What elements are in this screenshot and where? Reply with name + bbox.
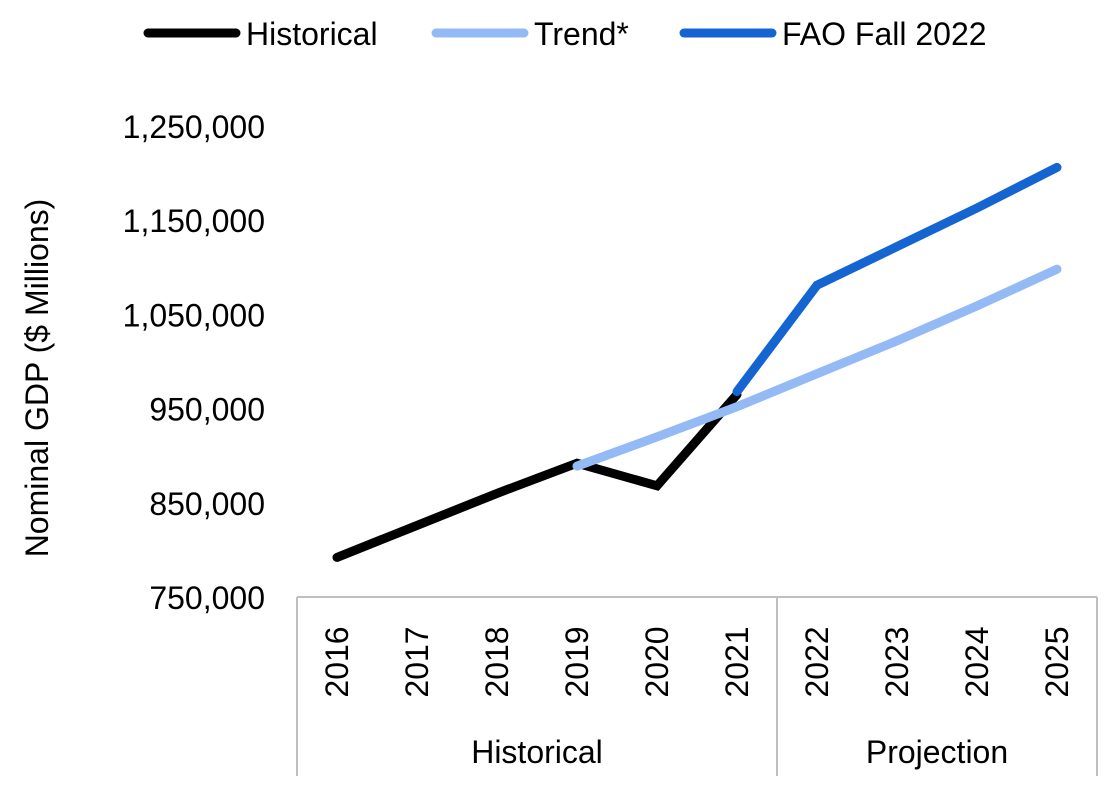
x-tick-label: 2018 (479, 626, 515, 697)
x-tick-label: 2022 (799, 626, 835, 697)
x-tick-label: 2024 (959, 626, 995, 697)
series-line (732, 162, 1062, 397)
series-lines (332, 162, 1062, 562)
x-tick-label: 2020 (639, 626, 675, 697)
series-line (572, 264, 1062, 471)
legend-label: FAO Fall 2022 (782, 16, 987, 52)
group-label: Historical (471, 734, 603, 770)
x-tick-label: 2023 (879, 626, 915, 697)
legend: Historical Trend* FAO Fall 2022 (143, 16, 987, 52)
y-tick-label: 950,000 (149, 392, 265, 428)
x-tick-label: 2017 (399, 626, 435, 697)
x-tick-label: 2019 (559, 626, 595, 697)
series-line (332, 390, 742, 562)
y-axis-ticks: 750,000 850,000 950,000 1,050,000 1,150,000 1… (123, 109, 265, 616)
group-label: Projection (866, 734, 1008, 770)
x-tick-label: 2021 (719, 626, 755, 697)
y-tick-label: 1,050,000 (123, 297, 265, 333)
y-tick-label: 1,250,000 (123, 109, 265, 145)
y-tick-label: 1,150,000 (123, 203, 265, 239)
legend-label: Historical (246, 16, 378, 52)
category-axis: 2016 2017 2018 2019 2020 2021 2022 2023 2024 2025… (296, 596, 1098, 776)
x-tick-label: 2025 (1039, 626, 1075, 697)
x-tick-label: 2016 (319, 626, 355, 697)
legend-label: Trend* (534, 16, 629, 52)
y-axis-label: Nominal GDP ($ Millions) (19, 199, 55, 558)
y-tick-label: 750,000 (149, 580, 265, 616)
y-tick-label: 850,000 (149, 486, 265, 522)
